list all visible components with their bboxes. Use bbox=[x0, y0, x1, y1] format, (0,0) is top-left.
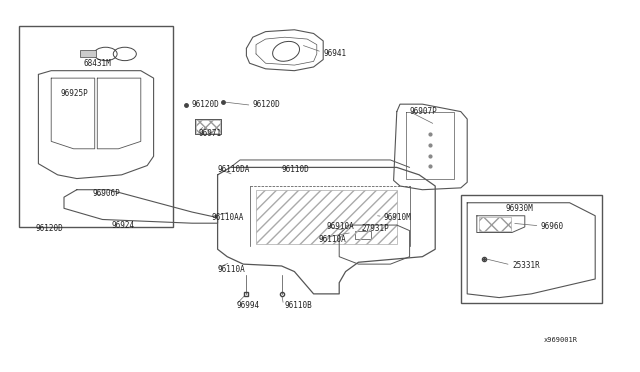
Text: 96941: 96941 bbox=[323, 49, 346, 58]
Text: 96924: 96924 bbox=[112, 221, 135, 230]
Text: 96930M: 96930M bbox=[506, 204, 533, 213]
Text: 68431M: 68431M bbox=[83, 59, 111, 68]
Text: 96110D: 96110D bbox=[282, 165, 309, 174]
Bar bbox=[256, 190, 397, 244]
Text: 96110A: 96110A bbox=[318, 235, 346, 244]
Bar bbox=[461, 195, 602, 303]
Text: 27931P: 27931P bbox=[362, 224, 389, 233]
Text: 96971: 96971 bbox=[198, 129, 221, 138]
Text: 96910A: 96910A bbox=[326, 222, 354, 231]
Text: 25331R: 25331R bbox=[512, 262, 540, 270]
Bar bbox=[196, 120, 220, 133]
Text: 96907P: 96907P bbox=[410, 107, 437, 116]
Text: 96110A: 96110A bbox=[218, 265, 245, 274]
Text: 96120D: 96120D bbox=[253, 100, 280, 109]
Text: 96960: 96960 bbox=[541, 222, 564, 231]
Text: 96925P: 96925P bbox=[61, 89, 88, 97]
Bar bbox=[355, 231, 371, 239]
Text: 96120D: 96120D bbox=[35, 224, 63, 233]
Text: 96120D: 96120D bbox=[192, 100, 220, 109]
Bar bbox=[19, 26, 173, 227]
Text: 96910M: 96910M bbox=[384, 213, 412, 222]
Bar bbox=[80, 50, 96, 57]
Text: 96110B: 96110B bbox=[285, 301, 312, 310]
Text: 96994: 96994 bbox=[237, 301, 260, 310]
Text: 96110AA: 96110AA bbox=[211, 213, 244, 222]
Bar bbox=[479, 217, 511, 231]
Text: 96110DA: 96110DA bbox=[218, 165, 250, 174]
Text: 96906P: 96906P bbox=[93, 189, 120, 198]
Text: x969001R: x969001R bbox=[544, 337, 578, 343]
